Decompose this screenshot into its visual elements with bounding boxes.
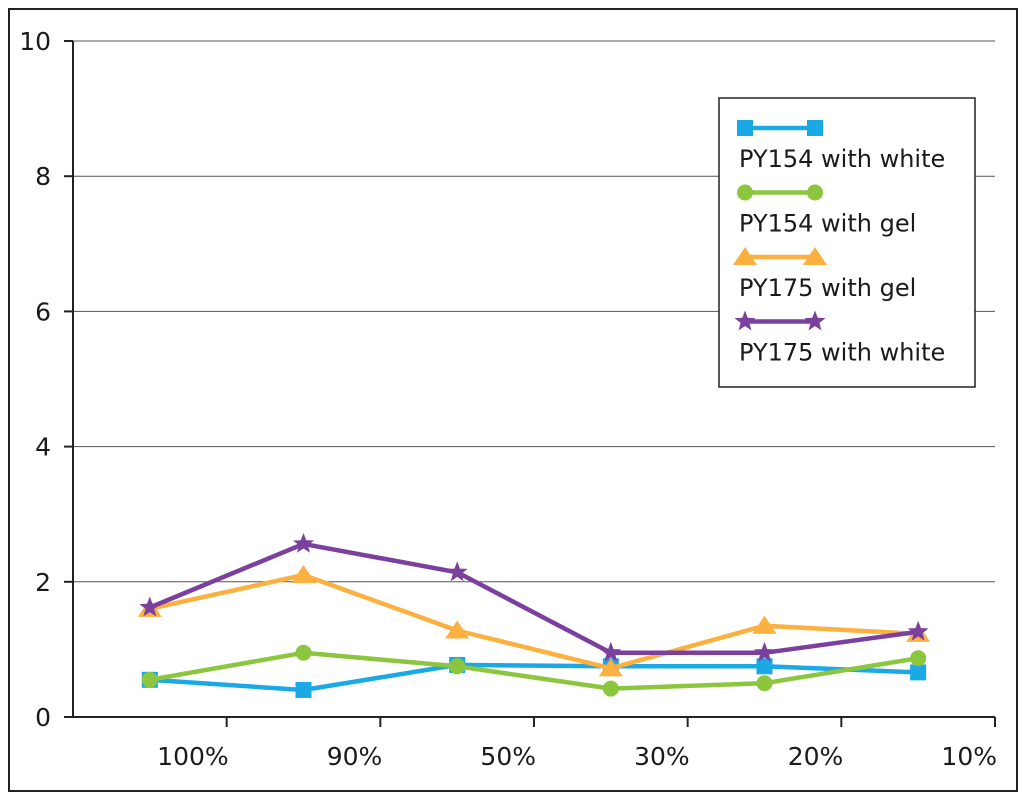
data-point bbox=[754, 641, 775, 662]
y-tick-label: 8 bbox=[35, 162, 51, 191]
x-tick-label: 20% bbox=[788, 742, 844, 771]
legend-box bbox=[718, 97, 976, 388]
data-point bbox=[910, 664, 927, 681]
legend-item: PY175 with gel bbox=[733, 247, 916, 302]
x-tick-label: 50% bbox=[480, 742, 536, 771]
series-lines bbox=[137, 532, 931, 698]
x-tick-label: 100% bbox=[157, 742, 228, 771]
legend-marker bbox=[807, 184, 823, 201]
data-point bbox=[600, 641, 622, 662]
x-tick-label: 90% bbox=[327, 742, 383, 771]
data-point bbox=[446, 561, 468, 582]
y-tick-labels: 0 2 4 6 8 10 bbox=[19, 27, 51, 732]
y-tick-label: 10 bbox=[19, 27, 51, 56]
data-point bbox=[602, 680, 619, 697]
data-point bbox=[295, 681, 312, 698]
y-tick-label: 4 bbox=[35, 433, 51, 462]
data-point bbox=[445, 620, 470, 639]
legend-label: PY175 with white bbox=[739, 339, 945, 367]
legend-marker bbox=[804, 310, 826, 331]
legend-item: PY154 with white bbox=[737, 120, 945, 173]
axes bbox=[64, 40, 996, 727]
data-point bbox=[141, 671, 158, 688]
data-point bbox=[752, 615, 777, 634]
legend-marker bbox=[734, 310, 756, 331]
series-py154-with-gel bbox=[141, 644, 927, 697]
legend-label: PY154 with gel bbox=[739, 210, 916, 238]
data-point bbox=[598, 658, 623, 677]
data-point bbox=[139, 596, 161, 617]
series-py175-with-white bbox=[139, 532, 929, 662]
data-point bbox=[756, 675, 773, 692]
y-tick-label: 2 bbox=[35, 568, 51, 597]
data-point bbox=[293, 532, 314, 553]
data-point bbox=[449, 658, 466, 675]
legend-item: PY175 with white bbox=[734, 310, 945, 367]
y-tick-label: 6 bbox=[35, 297, 51, 326]
x-tick-labels: 100% 90% 50% 30% 20% 10% bbox=[157, 742, 997, 771]
series-line bbox=[149, 662, 919, 693]
legend-item: PY154 with gel bbox=[737, 184, 916, 238]
legend-marker bbox=[733, 247, 757, 265]
legend-label: PY175 with gel bbox=[739, 274, 916, 302]
x-tick-label: 30% bbox=[634, 742, 690, 771]
legend-label: PY154 with white bbox=[739, 145, 945, 173]
data-point bbox=[907, 620, 929, 641]
data-point bbox=[910, 650, 927, 667]
legend: PY154 with white PY154 with gel PY175 with… bbox=[718, 97, 976, 388]
series-line bbox=[148, 541, 919, 656]
legend-marker bbox=[803, 247, 827, 265]
data-point bbox=[295, 644, 312, 661]
x-tick-label: 10% bbox=[941, 742, 997, 771]
legend-marker bbox=[737, 184, 753, 201]
y-tick-label: 0 bbox=[35, 703, 51, 732]
gridlines bbox=[73, 40, 995, 583]
series-line bbox=[149, 650, 919, 691]
data-point bbox=[291, 565, 316, 584]
data-point bbox=[756, 658, 773, 675]
legend-marker bbox=[807, 120, 823, 136]
series-line bbox=[149, 572, 919, 671]
legend-marker bbox=[737, 120, 753, 136]
